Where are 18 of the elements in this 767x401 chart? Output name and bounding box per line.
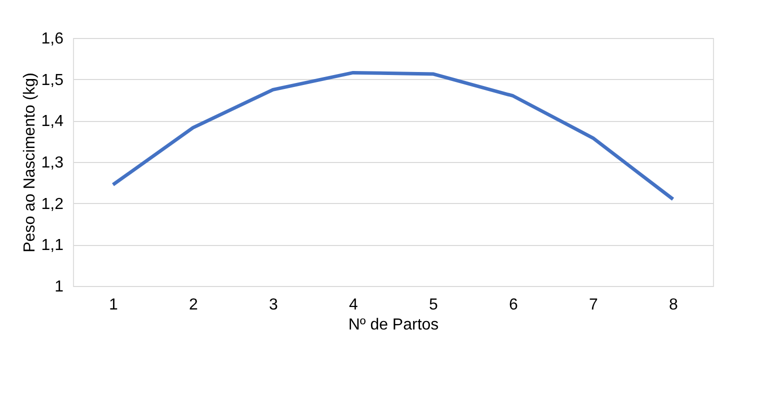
x-tick-label: 3 <box>269 296 278 314</box>
y-axis-title: Peso ao Nascimento (kg) <box>21 72 38 252</box>
x-tick-label: 2 <box>189 296 198 314</box>
x-tick-label: 6 <box>509 296 518 314</box>
y-tick-label: 1,2 <box>41 196 64 213</box>
x-tick-label: 8 <box>669 296 678 314</box>
y-tick-label: 1,5 <box>41 72 64 89</box>
y-tick-label: 1,4 <box>41 113 64 130</box>
y-tick-label: 1 <box>54 278 64 296</box>
y-tick-label: 1,6 <box>41 30 64 48</box>
line-series <box>111 70 675 201</box>
x-axis-title: Nº de Partos <box>348 316 439 334</box>
x-tick-label: 4 <box>349 296 358 314</box>
x-tick-label: 7 <box>589 296 598 314</box>
y-tick-label: 1,3 <box>41 154 64 172</box>
x-tick-label: 5 <box>429 296 438 314</box>
y-tick-label: 1,1 <box>41 237 64 254</box>
x-tick-label: 1 <box>109 296 118 314</box>
